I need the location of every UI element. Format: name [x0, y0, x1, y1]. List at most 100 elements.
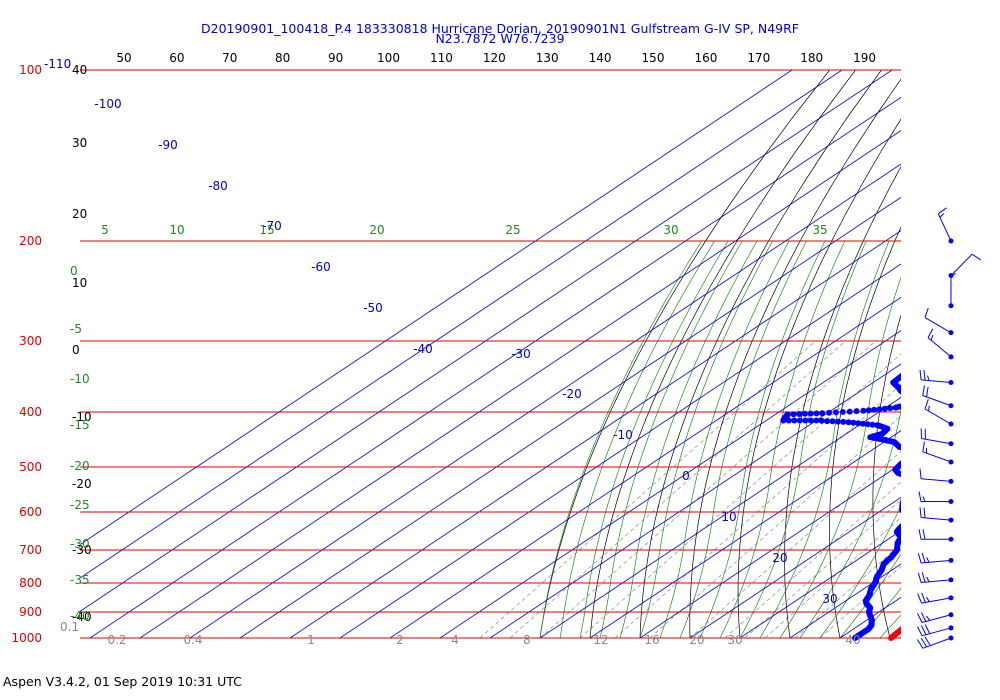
dry-adiabat-line [995, 70, 1000, 638]
wind-barb-flag [923, 507, 926, 518]
wind-barb-staff [921, 627, 952, 637]
dry-adiabat-line [639, 70, 882, 639]
wind-barb-staff [921, 379, 952, 384]
mixing-ratio-label: 4 [451, 633, 459, 647]
moist-adiabat-line [920, 241, 1000, 638]
dewpoint-point [826, 409, 833, 416]
wind-barb [920, 428, 954, 447]
dewpoint-point [902, 510, 908, 516]
wind-barb [922, 441, 954, 465]
dewpoint-point [902, 458, 908, 464]
dewpoint-point [906, 478, 912, 484]
temperature-point [922, 608, 928, 614]
isotherm-label: -40 [413, 342, 433, 356]
wind-barb [917, 552, 954, 564]
dewpoint-point [907, 454, 913, 460]
wind-barb-flag [919, 507, 922, 518]
temperature-point [979, 560, 985, 566]
wind-barb-flag [926, 557, 930, 563]
dry-adiabat-line [784, 166, 901, 639]
pressure-label: 700 [19, 543, 42, 557]
dewpoint-point [910, 450, 916, 456]
dewpoint-point [981, 320, 987, 326]
wind-barb-flag [928, 405, 930, 412]
wind-barb-flag [917, 593, 922, 604]
dewpoint-point [907, 394, 913, 400]
height-label: -40 [72, 610, 92, 624]
isotherm-line [639, 463, 901, 639]
dewpoint-point [840, 418, 847, 425]
mixing-ratio-label: 30 [727, 633, 742, 647]
wind-barb-staff [922, 451, 952, 463]
wind-barb [924, 307, 954, 336]
wind-barb-staff [921, 579, 952, 583]
dewpoint-point [876, 406, 883, 413]
temperature-point [981, 559, 987, 565]
wind-barb-flag [922, 441, 925, 452]
chart-title-line1: D20190901_100418_P.4 183330818 Hurricane… [200, 21, 799, 36]
dewpoint-point [865, 407, 872, 414]
dewpoint-point [906, 480, 912, 486]
temperature-point [906, 621, 912, 627]
dewpoint-point [959, 328, 965, 334]
mixing-ratio-label: 0.2 [107, 633, 126, 647]
pressure-label: 100 [19, 63, 42, 77]
dewpoint-point [907, 392, 913, 398]
isotherm-label: -50 [363, 301, 383, 315]
temperature-point [978, 561, 984, 567]
dewpoint-point [903, 511, 909, 517]
wind-barb-flag [919, 369, 922, 380]
wind-barb-flag [917, 626, 923, 636]
temperature-point [950, 585, 956, 591]
dewpoint-point [904, 402, 910, 408]
temperature-point [962, 574, 968, 580]
isotherm-line [139, 130, 901, 639]
dewpoint-point [970, 324, 976, 330]
top-axis-tick-label: 170 [747, 51, 770, 65]
isotherm-line [739, 530, 901, 639]
temperature-point [970, 567, 976, 573]
temperature-point [963, 573, 969, 579]
wind-barb-flag [939, 213, 945, 218]
dewpoint-point [909, 451, 915, 457]
wind-barb [917, 612, 954, 623]
isotherm-line [189, 163, 901, 639]
top-axis-tick-label: 50 [116, 51, 131, 65]
wind-barb-flag [922, 529, 926, 540]
mixing-ratio-line [579, 353, 901, 639]
dewpoint-point [813, 417, 820, 424]
dewpoint-point [902, 495, 908, 501]
wind-barb-flag [930, 334, 934, 341]
mixing-ratio-label: 2 [396, 633, 404, 647]
dewpoint-point [910, 449, 916, 455]
temperature-point [961, 575, 967, 581]
mixing-ratio-label: 20 [689, 633, 704, 647]
dewpoint-point [907, 473, 913, 479]
wind-barb-staff [921, 597, 952, 604]
dewpoint-point [908, 400, 914, 406]
mixing-ratio-line [539, 340, 876, 639]
wind-barb-flag [917, 572, 922, 583]
dewpoint-point [966, 325, 972, 331]
temperature-point [958, 578, 964, 584]
dewpoint-point [930, 344, 936, 350]
dewpoint-point [903, 445, 909, 451]
wind-barb-staff [950, 253, 973, 276]
isotherm-label: -100 [94, 97, 121, 111]
dewpoint-point [796, 417, 803, 424]
theta-label: 0 [70, 264, 78, 278]
dewpoint-point [905, 445, 911, 451]
dewpoint-point [824, 418, 831, 425]
wind-barb-flag [924, 624, 931, 634]
dewpoint-point [909, 486, 915, 492]
dewpoint-point [892, 404, 899, 411]
dewpoint-point [852, 635, 858, 641]
wind-barb-flag [917, 613, 923, 623]
dewpoint-point [869, 421, 876, 428]
wind-barb-staff [924, 408, 952, 425]
dewpoint-point [988, 317, 994, 323]
dewpoint-point [819, 410, 826, 417]
dewpoint-point [901, 389, 907, 395]
wind-barb-flag [927, 375, 930, 381]
